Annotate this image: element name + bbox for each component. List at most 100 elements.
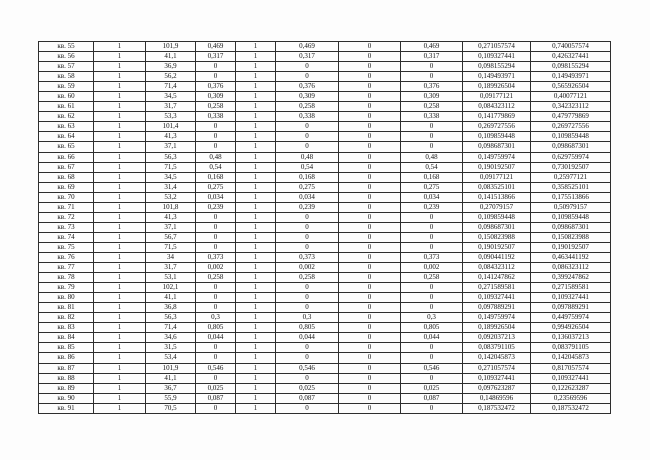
cell: 1 <box>93 342 146 354</box>
cell: 41,1 <box>145 292 196 304</box>
cell: 0,54 <box>195 161 236 173</box>
cell: 0,546 <box>275 362 339 374</box>
cell: 1 <box>235 402 276 415</box>
cell: 1 <box>93 40 146 53</box>
cell: 0,258 <box>275 101 339 113</box>
row-label: кв. 88 <box>38 372 94 384</box>
cell: 1 <box>93 131 146 143</box>
cell: 0 <box>338 372 401 384</box>
row-label: кв. 77 <box>38 262 94 274</box>
cell: 0 <box>400 352 463 364</box>
row-label: кв. 59 <box>38 81 94 93</box>
cell: 1 <box>235 392 276 404</box>
row-label: кв. 65 <box>38 141 94 153</box>
cell: 0,239 <box>275 201 339 213</box>
cell: 0 <box>275 292 339 304</box>
cell: 0,097889291 <box>530 302 611 314</box>
cell: 0 <box>195 402 236 415</box>
cell: 1 <box>235 71 276 83</box>
cell: 0 <box>275 221 339 233</box>
row-label: кв. 84 <box>38 332 94 344</box>
cell: 0,034 <box>275 191 339 203</box>
cell: 0 <box>195 292 236 304</box>
cell: 0,097889291 <box>462 302 531 314</box>
cell: 0,141513866 <box>462 191 531 203</box>
cell: 0 <box>275 241 339 253</box>
cell: 0,044 <box>275 332 339 344</box>
cell: 1 <box>235 231 276 243</box>
cell: 1 <box>93 392 146 404</box>
row-label: кв. 64 <box>38 131 94 143</box>
cell: 0 <box>338 352 401 364</box>
cell: 53,3 <box>145 111 196 123</box>
cell: 0,044 <box>400 332 463 344</box>
row-label: кв. 63 <box>38 121 94 133</box>
cell: 0,092037213 <box>462 332 531 344</box>
cell: 1 <box>235 342 276 354</box>
cell: 0,098687301 <box>462 141 531 153</box>
cell: 0,27079157 <box>462 201 531 213</box>
cell: 0 <box>338 181 401 193</box>
cell: 1 <box>235 131 276 143</box>
cell: 0 <box>195 121 236 133</box>
cell: 1 <box>235 40 276 53</box>
cell: 0,168 <box>195 171 236 183</box>
cell: 1 <box>93 101 146 113</box>
table-row: кв. 72 1 41,3 0 1 0 0 0 0,109859448 0,109859448 <box>38 211 611 223</box>
cell: 0,168 <box>275 171 339 183</box>
cell: 41,1 <box>145 51 196 63</box>
cell: 0,309 <box>195 91 236 103</box>
cell: 0,087 <box>195 392 236 404</box>
cell: 0 <box>338 171 401 183</box>
cell: 0,730192507 <box>530 161 611 173</box>
cell: 1 <box>93 302 146 314</box>
cell: 0,258 <box>195 272 236 284</box>
row-label: кв. 61 <box>38 101 94 113</box>
cell: 1 <box>93 382 146 394</box>
cell: 0,338 <box>275 111 339 123</box>
cell: 0 <box>338 61 401 73</box>
row-label: кв. 75 <box>38 241 94 253</box>
row-label: кв. 76 <box>38 251 94 264</box>
cell: 55,9 <box>145 392 196 404</box>
cell: 0 <box>195 131 236 143</box>
cell: 1 <box>235 362 276 374</box>
table-row: кв. 58 1 56,2 0 1 0 0 0 0,149493971 0,149493971 <box>38 71 611 83</box>
cell: 0 <box>195 61 236 73</box>
cell: 31,4 <box>145 181 196 193</box>
cell: 0 <box>195 342 236 354</box>
cell: 0,258 <box>275 272 339 284</box>
cell: 1 <box>235 191 276 203</box>
table-row: кв. 87 1 101,9 0,546 1 0,546 0 0,546 0,271057574… <box>38 362 611 374</box>
cell: 0,097623287 <box>462 382 531 394</box>
table-row: кв. 70 1 53,2 0,034 1 0,034 0 0,034 0,141513866 0… <box>38 191 611 203</box>
cell: 0,109327441 <box>462 51 531 63</box>
cell: 0,150823988 <box>462 231 531 243</box>
cell: 0 <box>195 211 236 223</box>
cell: 1 <box>93 181 146 193</box>
cell: 0,258 <box>400 272 463 284</box>
cell: 0 <box>400 372 463 384</box>
cell: 37,1 <box>145 221 196 233</box>
cell: 0,084323112 <box>462 101 531 113</box>
cell: 0,083525101 <box>462 181 531 193</box>
cell: 1 <box>235 312 276 324</box>
cell: 1 <box>93 211 146 223</box>
cell: 0,087 <box>275 392 339 404</box>
cell: 1 <box>93 282 146 294</box>
cell: 1 <box>93 352 146 364</box>
cell: 31,7 <box>145 262 196 274</box>
cell: 0,002 <box>400 262 463 274</box>
row-label: кв. 85 <box>38 342 94 354</box>
cell: 0 <box>338 91 401 103</box>
cell: 1 <box>235 201 276 213</box>
cell: 0 <box>275 402 339 415</box>
cell: 0 <box>400 121 463 133</box>
cell: 1 <box>235 352 276 364</box>
cell: 0,109327441 <box>462 372 531 384</box>
cell: 41,1 <box>145 372 196 384</box>
row-label: кв. 55 <box>38 40 94 53</box>
cell: 0,48 <box>195 151 236 163</box>
cell: 1 <box>93 161 146 173</box>
